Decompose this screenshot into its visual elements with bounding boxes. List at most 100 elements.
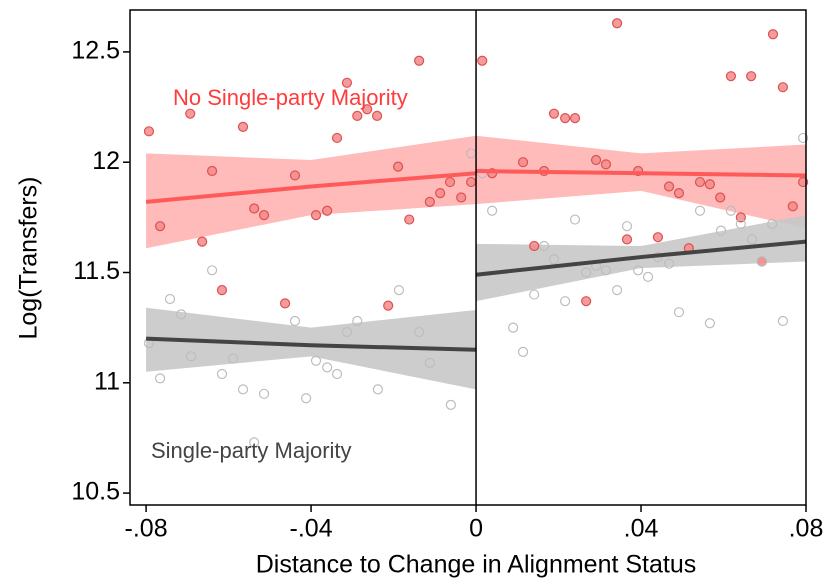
- data-point: [777, 315, 789, 327]
- data-point: [581, 296, 592, 307]
- data-point: [725, 71, 737, 82]
- data-point: [694, 205, 706, 216]
- data-point: [652, 232, 664, 243]
- data-point: [694, 176, 706, 188]
- data-point: [352, 110, 363, 121]
- data-point: [216, 368, 228, 380]
- data-point: [155, 221, 166, 232]
- data-point: [301, 393, 312, 404]
- data-point: [322, 362, 333, 373]
- series-label: No Single-party Majority: [173, 85, 408, 110]
- data-point: [185, 351, 197, 362]
- data-point: [383, 300, 394, 311]
- data-point: [176, 309, 187, 320]
- data-point: [341, 326, 353, 338]
- fit-line: [475, 239, 807, 277]
- data-point: [444, 176, 456, 188]
- x-axis-title: Distance to Change in Alignment Status: [256, 551, 697, 579]
- data-point: [456, 192, 467, 203]
- data-point: [569, 214, 581, 225]
- data-point: [715, 225, 727, 236]
- data-point: [756, 256, 767, 267]
- data-point: [673, 307, 685, 318]
- data-point: [310, 355, 322, 366]
- data-point: [735, 218, 746, 230]
- data-point: [258, 388, 270, 399]
- data-point: [477, 55, 488, 66]
- y-tick-label: 11.5: [73, 257, 120, 285]
- data-point: [237, 121, 249, 133]
- data-point: [435, 187, 446, 199]
- data-point: [600, 159, 612, 170]
- data-point: [611, 18, 623, 29]
- data-point: [600, 265, 612, 276]
- data-point: [155, 373, 166, 384]
- data-point: [787, 201, 798, 212]
- data-point: [621, 221, 633, 232]
- data-point: [414, 326, 425, 338]
- x-tick-label: -.08: [125, 515, 168, 543]
- data-point: [372, 384, 383, 395]
- data-point: [206, 265, 218, 276]
- data-point: [746, 71, 757, 82]
- data-point: [371, 110, 383, 121]
- fit-line: [145, 171, 477, 204]
- data-point: [487, 205, 498, 216]
- data-point: [424, 196, 435, 208]
- data-point: [289, 170, 301, 181]
- data-point: [404, 214, 415, 225]
- fit-line: [476, 169, 807, 178]
- data-point: [663, 181, 675, 192]
- data-point: [322, 205, 333, 216]
- confidence-band: [476, 135, 806, 229]
- data-point: [621, 234, 633, 245]
- plot-frame: [129, 9, 807, 506]
- y-tick-label: 12: [92, 147, 120, 175]
- confidence-band: [146, 307, 477, 390]
- data-point: [569, 112, 581, 124]
- data-point: [673, 187, 685, 199]
- y-tick-label: 10.5: [71, 478, 120, 506]
- data-point: [798, 132, 809, 144]
- data-point: [767, 218, 778, 230]
- data-point: [289, 315, 301, 327]
- data-point: [258, 210, 270, 221]
- x-tick-label: .08: [789, 515, 824, 543]
- data-point: [746, 234, 758, 245]
- data-point: [715, 192, 726, 203]
- data-point: [611, 285, 623, 296]
- data-point: [424, 357, 435, 369]
- x-tick-label: .04: [624, 515, 659, 543]
- data-point: [392, 161, 404, 172]
- data-point: [581, 267, 592, 278]
- data-point: [642, 271, 654, 283]
- data-point: [517, 157, 529, 168]
- data-point: [725, 205, 737, 216]
- data-point: [590, 154, 602, 166]
- data-point: [393, 285, 405, 296]
- data-point: [331, 368, 343, 380]
- x-tick-label: -.04: [290, 515, 333, 543]
- data-point: [529, 289, 540, 300]
- points: [143, 18, 809, 448]
- data-point: [279, 298, 291, 309]
- data-point: [249, 203, 260, 214]
- y-axis-title: Log(Transfers): [15, 176, 43, 339]
- data-point: [767, 29, 779, 40]
- data-point: [185, 108, 196, 119]
- data-point: [560, 296, 571, 307]
- data-point: [216, 285, 228, 296]
- data-point: [445, 399, 456, 410]
- series-label: Single-party Majority: [151, 438, 352, 463]
- data-point: [341, 77, 353, 88]
- data-point: [206, 165, 218, 177]
- data-point: [331, 132, 343, 144]
- data-point: [777, 82, 789, 93]
- data-point: [197, 236, 208, 247]
- data-point: [310, 210, 322, 221]
- data-point: [538, 240, 550, 252]
- data-point: [362, 104, 373, 115]
- data-point: [517, 346, 529, 358]
- data-point: [529, 240, 540, 252]
- x-tick-label: 0: [469, 515, 483, 543]
